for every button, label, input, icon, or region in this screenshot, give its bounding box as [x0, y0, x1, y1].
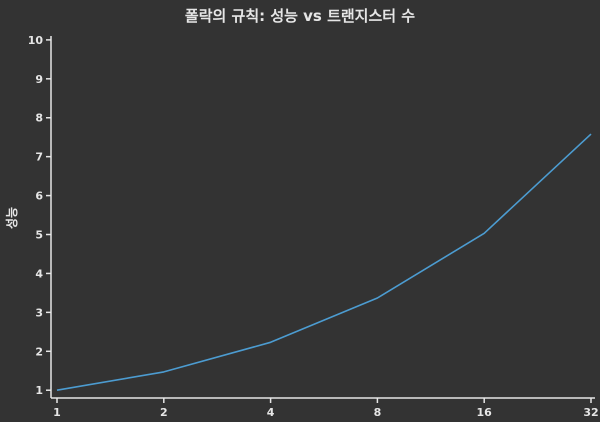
- x-tick-label: 16: [477, 406, 493, 419]
- chart-title: 폴락의 규칙: 성능 vs 트랜지스터 수: [185, 7, 415, 25]
- y-tick-label: 4: [35, 267, 43, 280]
- y-tick-label: 8: [35, 112, 43, 125]
- y-tick-label: 2: [35, 345, 43, 358]
- series-line: [56, 133, 592, 391]
- y-tick-label: 10: [28, 34, 44, 47]
- x-tick-label: 32: [583, 406, 598, 419]
- x-tick-label: 1: [53, 406, 61, 419]
- y-tick-label: 3: [35, 306, 43, 319]
- y-tick-label: 6: [35, 190, 43, 203]
- y-tick-label: 5: [35, 229, 43, 242]
- x-tick-label: 4: [267, 406, 275, 419]
- y-tick-label: 9: [35, 73, 43, 86]
- y-tick-label: 1: [35, 384, 43, 397]
- y-tick-label: 7: [35, 151, 43, 164]
- x-tick-label: 2: [160, 406, 168, 419]
- series-layer: [56, 133, 592, 391]
- x-tick-label: 8: [374, 406, 382, 419]
- x-axis-ticks: 1 2 4 8 16 32: [53, 398, 599, 419]
- axes: [50, 36, 595, 399]
- y-axis-ticks: 1 2 3 4 5 6 7 8 9 10: [28, 34, 51, 397]
- y-axis-label: 성능: [5, 207, 19, 229]
